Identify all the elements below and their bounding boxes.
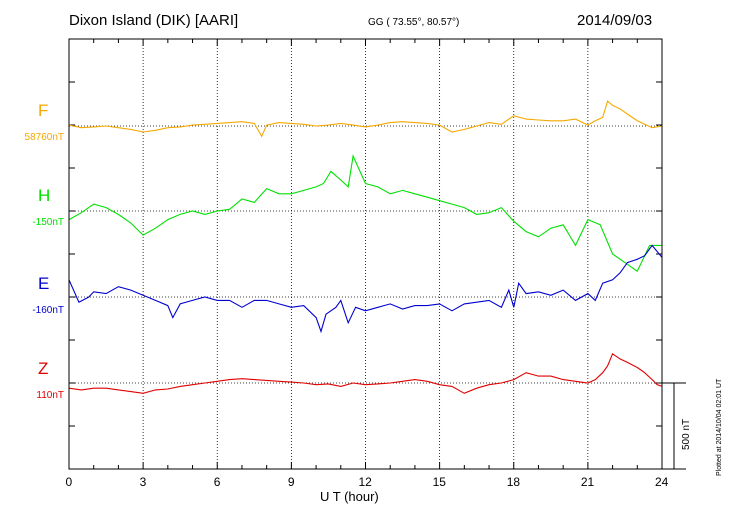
scale-bar-label: 500 nT xyxy=(681,418,692,450)
series-line-F xyxy=(68,100,663,138)
x-tick-label: 3 xyxy=(139,475,147,489)
series-line-H xyxy=(68,154,662,273)
channel-label-E: E xyxy=(38,274,50,293)
series-layer xyxy=(68,100,663,394)
series-line-E xyxy=(68,244,663,334)
x-tick-label: 18 xyxy=(506,475,521,489)
x-tick-label: 12 xyxy=(358,475,372,489)
channel-label-Z: Z xyxy=(38,359,49,378)
channel-baseline-Z: 110nT xyxy=(36,390,64,401)
chart-date: 2014/09/03 xyxy=(577,12,653,29)
station-title: Dixon Island (DIK) [AARI] xyxy=(69,12,239,29)
plot-frame xyxy=(68,38,663,470)
x-tick-label: 24 xyxy=(655,475,669,489)
x-tick-label: 9 xyxy=(287,475,295,489)
series-line-Z xyxy=(68,352,663,394)
station-coords: GG ( 73.55°, 80.57°) xyxy=(368,17,460,28)
channel-baseline-H: -150nT xyxy=(32,217,64,228)
grid-layer xyxy=(68,39,663,469)
x-tick-label: 6 xyxy=(213,475,221,489)
x-tick-label: 0 xyxy=(65,475,73,489)
x-axis-label: U T (hour) xyxy=(320,489,379,504)
channel-baseline-F: 58760nT xyxy=(24,132,64,143)
plotted-timestamp: Plotted at 2014/10/04 02:01 UT xyxy=(716,378,723,476)
channel-label-F: F xyxy=(38,101,49,120)
scale-bar xyxy=(662,382,686,470)
x-tick-label: 21 xyxy=(580,475,595,489)
channel-baseline-E: -160nT xyxy=(32,305,64,316)
channel-label-H: H xyxy=(38,186,51,205)
x-tick-label: 15 xyxy=(432,475,446,489)
